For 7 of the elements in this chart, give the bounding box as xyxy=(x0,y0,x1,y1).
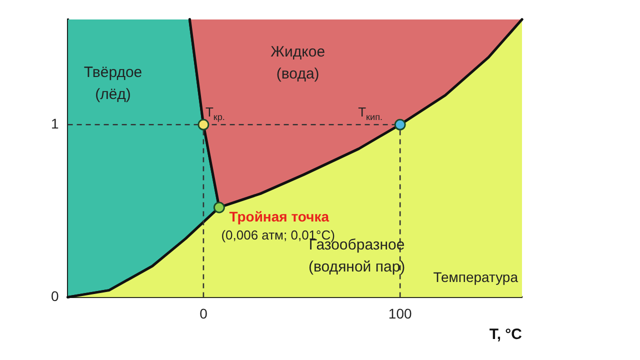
x-axis-title: T, °C xyxy=(489,326,522,344)
series-label: Жидкое (вода) xyxy=(270,43,326,82)
series-label: Твёрдое (лёд) xyxy=(84,64,142,104)
annotation: Температура xyxy=(433,269,518,286)
x-tick-label: 100 xyxy=(388,305,412,322)
y-tick-label: 1 xyxy=(50,116,59,132)
annotation: Тройная точка xyxy=(229,208,330,224)
